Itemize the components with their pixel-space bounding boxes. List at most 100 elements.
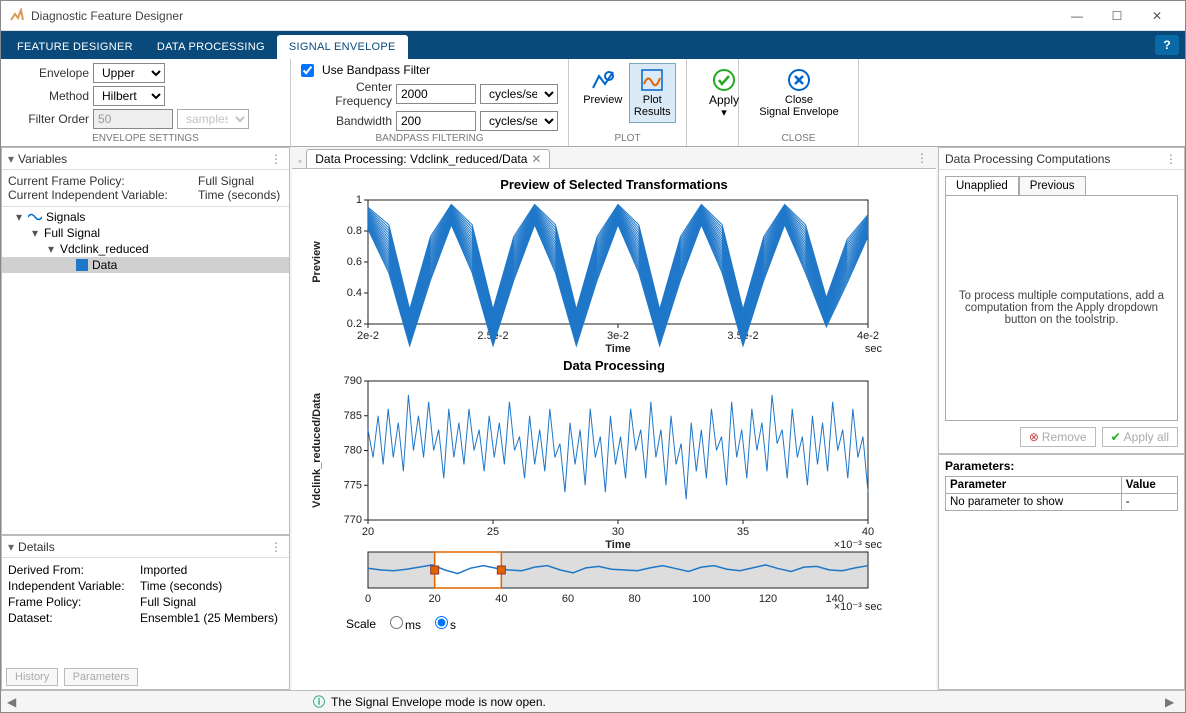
bandwidth-input[interactable] xyxy=(396,111,476,131)
svg-text:3e-2: 3e-2 xyxy=(607,330,629,342)
parameters-tab[interactable]: Parameters xyxy=(64,668,139,686)
svg-text:770: 770 xyxy=(344,514,362,526)
minimize-button[interactable]: — xyxy=(1057,2,1097,30)
envelope-label: Envelope xyxy=(11,66,89,80)
svg-text:0.8: 0.8 xyxy=(347,225,362,237)
data-processing-chart: 2025303540770775780785790Time×10⁻³ secVd… xyxy=(306,375,886,550)
doc-tab-close-icon[interactable]: ✕ xyxy=(531,152,541,166)
svg-text:Preview: Preview xyxy=(311,241,323,283)
computations-title: Data Processing Computations xyxy=(945,152,1165,166)
matlab-logo-icon xyxy=(9,8,25,24)
svg-text:1: 1 xyxy=(356,194,362,206)
scale-label: Scale xyxy=(346,617,376,631)
variables-menu-icon[interactable]: ⋮ xyxy=(270,152,283,166)
bandpass-caption: BANDPASS FILTERING xyxy=(301,133,558,144)
plot-results-button[interactable]: Plot Results xyxy=(629,63,677,123)
svg-text:40: 40 xyxy=(495,593,507,605)
svg-text:4e-2: 4e-2 xyxy=(857,330,879,342)
scroll-right-icon[interactable]: ▶ xyxy=(1165,695,1179,709)
tab-data-processing[interactable]: DATA PROCESSING xyxy=(145,35,277,59)
method-label: Method xyxy=(11,89,89,103)
scale-s-radio[interactable]: s xyxy=(429,616,456,632)
signal-tree: ▾ Signals ▾Full Signal ▾Vdclink_reduced … xyxy=(2,207,289,534)
center-freq-unit[interactable]: cycles/se… xyxy=(480,84,558,104)
scroll-left-icon[interactable]: ◀ xyxy=(7,695,21,709)
doc-menu-icon[interactable]: ⋮ xyxy=(916,151,928,165)
method-select[interactable]: Hilbert xyxy=(93,86,165,106)
svg-text:0: 0 xyxy=(365,593,371,605)
close-caption: CLOSE xyxy=(749,133,848,144)
svg-text:×10⁻³ sec: ×10⁻³ sec xyxy=(834,601,883,612)
computations-placeholder: To process multiple computations, add a … xyxy=(945,195,1178,421)
svg-text:100: 100 xyxy=(692,593,710,605)
apply-icon xyxy=(712,68,736,92)
preview-chart: 2e-22.5e-23e-23.5e-24e-20.20.40.60.81Tim… xyxy=(306,194,886,354)
details-title: Details xyxy=(18,540,270,554)
center-freq-label: Center Frequency xyxy=(301,80,392,108)
close-icon xyxy=(787,68,811,92)
svg-text:0.4: 0.4 xyxy=(347,287,362,299)
overview-chart[interactable]: 020406080100120140×10⁻³ sec xyxy=(306,550,886,612)
help-button[interactable]: ? xyxy=(1155,35,1179,55)
tab-signal-envelope[interactable]: SIGNAL ENVELOPE xyxy=(277,35,408,59)
computations-menu-icon[interactable]: ⋮ xyxy=(1165,152,1178,166)
svg-text:Vdclink_reduced/Data: Vdclink_reduced/Data xyxy=(311,392,323,508)
center-freq-input[interactable] xyxy=(396,84,476,104)
filter-order-input xyxy=(93,109,173,129)
svg-text:×10⁻³ sec: ×10⁻³ sec xyxy=(834,539,883,550)
remove-button[interactable]: ⊗Remove xyxy=(1020,427,1096,447)
tree-full-signal[interactable]: ▾Full Signal xyxy=(2,225,289,241)
plot-caption: PLOT xyxy=(579,133,676,144)
svg-text:25: 25 xyxy=(487,526,499,538)
signal-icon xyxy=(28,212,42,222)
previous-tab[interactable]: Previous xyxy=(1019,176,1086,196)
bandwidth-unit[interactable]: cycles/se… xyxy=(480,111,558,131)
svg-text:80: 80 xyxy=(629,593,641,605)
data-chart-title: Data Processing xyxy=(306,358,922,373)
svg-text:780: 780 xyxy=(344,445,362,457)
svg-text:sec: sec xyxy=(865,343,883,354)
main-tabstrip: FEATURE DESIGNER DATA PROCESSING SIGNAL … xyxy=(1,31,1185,59)
scale-ms-radio[interactable]: ms xyxy=(384,616,421,632)
bandwidth-label: Bandwidth xyxy=(301,114,392,128)
unapplied-tab[interactable]: Unapplied xyxy=(945,176,1019,196)
svg-text:30: 30 xyxy=(612,526,624,538)
svg-text:775: 775 xyxy=(344,479,362,491)
svg-text:35: 35 xyxy=(737,526,749,538)
tree-data[interactable]: Data xyxy=(2,257,289,273)
apply-all-button[interactable]: ✔Apply all xyxy=(1102,427,1178,447)
svg-text:785: 785 xyxy=(344,410,362,422)
svg-text:Time: Time xyxy=(605,539,630,550)
preview-chart-title: Preview of Selected Transformations xyxy=(306,177,922,192)
filter-order-unit: samples xyxy=(177,109,249,129)
tree-root-signals[interactable]: ▾ Signals xyxy=(2,209,289,225)
doc-tab[interactable]: Data Processing: Vdclink_reduced/Data✕ xyxy=(306,149,550,168)
envelope-select[interactable]: Upper xyxy=(93,63,165,83)
history-tab[interactable]: History xyxy=(6,668,58,686)
preview-icon xyxy=(591,68,615,92)
status-text: The Signal Envelope mode is now open. xyxy=(331,695,546,709)
close-envelope-button[interactable]: Close Signal Envelope xyxy=(749,63,849,123)
svg-text:40: 40 xyxy=(862,526,874,538)
svg-text:120: 120 xyxy=(759,593,777,605)
envelope-settings-caption: ENVELOPE SETTINGS xyxy=(11,133,280,144)
tab-feature-designer[interactable]: FEATURE DESIGNER xyxy=(5,35,145,59)
status-info-icon: ⓘ xyxy=(313,693,325,710)
svg-text:2e-2: 2e-2 xyxy=(357,330,379,342)
svg-text:0.2: 0.2 xyxy=(347,318,362,330)
use-bandpass-checkbox[interactable] xyxy=(301,64,314,77)
preview-button[interactable]: Preview xyxy=(579,63,627,123)
close-window-button[interactable]: ✕ xyxy=(1137,2,1177,30)
parameters-table: ParameterValue No parameter to show- xyxy=(945,476,1178,511)
details-menu-icon[interactable]: ⋮ xyxy=(270,540,283,554)
svg-text:Time: Time xyxy=(605,343,630,354)
maximize-button[interactable]: ☐ xyxy=(1097,2,1137,30)
svg-text:0.6: 0.6 xyxy=(347,256,362,268)
status-bar: ◀ ⓘ The Signal Envelope mode is now open… xyxy=(1,690,1185,712)
svg-text:60: 60 xyxy=(562,593,574,605)
window-title: Diagnostic Feature Designer xyxy=(31,9,1057,23)
use-bandpass-label: Use Bandpass Filter xyxy=(322,63,430,77)
svg-text:790: 790 xyxy=(344,375,362,387)
tree-vdclink[interactable]: ▾Vdclink_reduced xyxy=(2,241,289,257)
toolstrip: Envelope Upper Method Hilbert Filter Ord… xyxy=(1,59,1185,147)
